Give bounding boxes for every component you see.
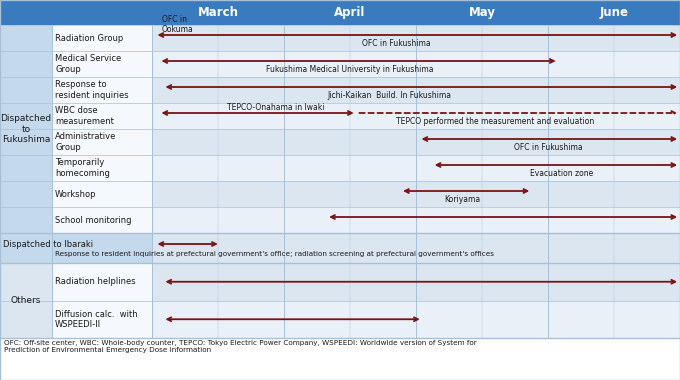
Text: Dispatched
to
Fukushima: Dispatched to Fukushima <box>1 114 52 144</box>
Text: June: June <box>600 6 628 19</box>
Bar <box>152 301 680 338</box>
Text: Medical Service
Group: Medical Service Group <box>55 54 121 74</box>
Bar <box>152 129 680 155</box>
Bar <box>52 155 152 181</box>
Bar <box>52 181 152 207</box>
Bar <box>152 51 680 77</box>
Text: School monitoring: School monitoring <box>55 215 131 225</box>
Text: Administrative
Group: Administrative Group <box>55 132 116 152</box>
Text: Koriyama: Koriyama <box>444 195 480 204</box>
Text: Radiation Group: Radiation Group <box>55 33 123 43</box>
Bar <box>0 25 52 233</box>
Text: WBC dose
measurement: WBC dose measurement <box>55 106 114 126</box>
Text: Jichi-Kaikan  Build. In Fukushima: Jichi-Kaikan Build. In Fukushima <box>328 91 452 100</box>
Text: Radiation helplines: Radiation helplines <box>55 277 135 286</box>
Text: TEPCO performed the measurement and evaluation: TEPCO performed the measurement and eval… <box>396 117 594 126</box>
Text: Fukushima Medical University in Fukushima: Fukushima Medical University in Fukushim… <box>267 65 434 74</box>
Bar <box>52 301 152 338</box>
Text: Diffusion calc.  with
WSPEEDI-II: Diffusion calc. with WSPEEDI-II <box>55 310 137 329</box>
Text: March: March <box>197 6 239 19</box>
Text: TEPCO-Onahama in Iwaki: TEPCO-Onahama in Iwaki <box>226 103 324 112</box>
Bar <box>52 103 152 129</box>
Bar <box>152 233 680 263</box>
Bar <box>52 51 152 77</box>
Text: Response to
resident inquiries: Response to resident inquiries <box>55 80 129 100</box>
Bar <box>152 155 680 181</box>
Text: May: May <box>469 6 496 19</box>
Text: Workshop: Workshop <box>55 190 97 198</box>
Bar <box>0 233 680 263</box>
Bar <box>52 129 152 155</box>
Bar <box>52 263 152 301</box>
Text: OFC in
Ookuma: OFC in Ookuma <box>162 14 194 34</box>
Bar <box>0 263 52 338</box>
Text: Dispatched to Ibaraki: Dispatched to Ibaraki <box>3 239 93 249</box>
Bar <box>52 25 152 51</box>
Bar <box>152 263 680 301</box>
Text: Evacuation zone: Evacuation zone <box>530 169 593 178</box>
Text: OFC in Fukushima: OFC in Fukushima <box>362 39 430 48</box>
Bar <box>152 103 680 129</box>
Text: April: April <box>335 6 366 19</box>
Text: Others: Others <box>11 296 41 305</box>
Text: OFC in Fukushima: OFC in Fukushima <box>513 143 582 152</box>
Bar <box>152 25 680 51</box>
Bar <box>0 0 680 25</box>
Bar <box>152 207 680 233</box>
Text: Temporarily
homecoming: Temporarily homecoming <box>55 158 110 178</box>
Bar <box>52 77 152 103</box>
Bar <box>152 181 680 207</box>
Text: OFC: Off-site center, WBC: Whole-body counter, TEPCO: Tokyo Electric Power Compa: OFC: Off-site center, WBC: Whole-body co… <box>4 340 477 353</box>
Text: Response to resident inquiries at prefectural government's office; radiation scr: Response to resident inquiries at prefec… <box>55 251 494 257</box>
Bar <box>52 207 152 233</box>
Bar <box>152 77 680 103</box>
